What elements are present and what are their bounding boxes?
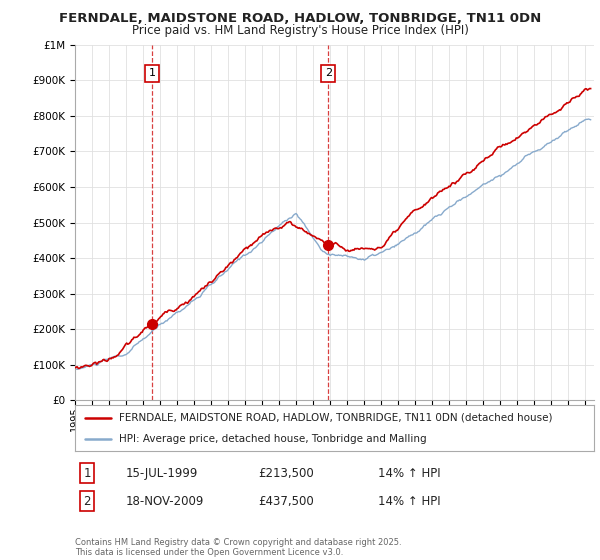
Text: FERNDALE, MAIDSTONE ROAD, HADLOW, TONBRIDGE, TN11 0DN (detached house): FERNDALE, MAIDSTONE ROAD, HADLOW, TONBRI…	[119, 413, 553, 423]
Text: HPI: Average price, detached house, Tonbridge and Malling: HPI: Average price, detached house, Tonb…	[119, 435, 427, 444]
Text: 18-NOV-2009: 18-NOV-2009	[126, 494, 205, 508]
Text: 1: 1	[149, 68, 156, 78]
Text: 2: 2	[83, 494, 91, 508]
Text: 14% ↑ HPI: 14% ↑ HPI	[378, 466, 440, 480]
Text: Price paid vs. HM Land Registry's House Price Index (HPI): Price paid vs. HM Land Registry's House …	[131, 24, 469, 36]
Text: Contains HM Land Registry data © Crown copyright and database right 2025.
This d: Contains HM Land Registry data © Crown c…	[75, 538, 401, 557]
Text: 14% ↑ HPI: 14% ↑ HPI	[378, 494, 440, 508]
Text: 1: 1	[83, 466, 91, 480]
Text: 2: 2	[325, 68, 332, 78]
Text: £437,500: £437,500	[258, 494, 314, 508]
Text: £213,500: £213,500	[258, 466, 314, 480]
Text: 15-JUL-1999: 15-JUL-1999	[126, 466, 199, 480]
Text: FERNDALE, MAIDSTONE ROAD, HADLOW, TONBRIDGE, TN11 0DN: FERNDALE, MAIDSTONE ROAD, HADLOW, TONBRI…	[59, 12, 541, 25]
